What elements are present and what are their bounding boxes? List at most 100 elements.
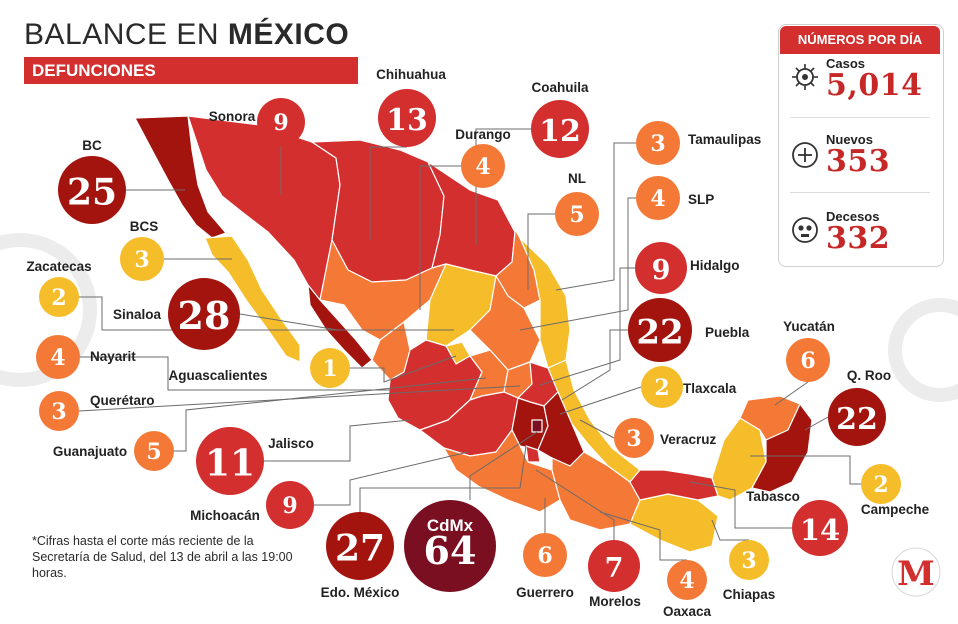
state-sinaloa bbox=[307, 284, 373, 369]
label-campeche: Campeche bbox=[861, 502, 930, 517]
stat-cases-value: 5,014 bbox=[826, 68, 923, 103]
title-light: BALANCE EN bbox=[24, 18, 228, 51]
value-veracruz: 3 bbox=[626, 426, 641, 452]
stat-separator bbox=[790, 192, 930, 193]
virus-icon bbox=[792, 64, 818, 90]
marker-puebla bbox=[628, 298, 692, 362]
value-tamaulipas: 3 bbox=[650, 131, 665, 157]
label-bc: BC bbox=[82, 138, 102, 153]
label-aguascalientes: Aguascalientes bbox=[168, 368, 267, 383]
label-q-roo: Q. Roo bbox=[847, 368, 891, 383]
marker-morelos bbox=[588, 540, 640, 592]
label-yucatan: Yucatán bbox=[783, 319, 835, 334]
label-guanajuato: Guanajuato bbox=[53, 444, 127, 459]
value-guanajuato: 5 bbox=[146, 439, 161, 465]
marker-bcs bbox=[120, 237, 164, 281]
label-chiapas: Chiapas bbox=[723, 587, 776, 602]
value-jalisco: 11 bbox=[205, 442, 255, 484]
leader-michoacan bbox=[314, 451, 469, 506]
marker-jalisco bbox=[196, 427, 264, 495]
marker-sinaloa bbox=[168, 278, 240, 350]
leader-durango bbox=[419, 165, 461, 310]
state-qroo bbox=[751, 403, 813, 493]
state-morelos bbox=[525, 445, 541, 463]
value-nl: 5 bbox=[569, 202, 584, 228]
marker-queretaro bbox=[39, 391, 79, 431]
value-slp: 4 bbox=[650, 186, 665, 212]
value-campeche: 2 bbox=[873, 472, 888, 498]
value-durango: 4 bbox=[475, 154, 490, 180]
leader-campeche bbox=[750, 455, 861, 485]
label-bcs: BCS bbox=[130, 219, 159, 234]
value-tlaxcala: 2 bbox=[654, 375, 669, 401]
label-oaxaca: Oaxaca bbox=[663, 604, 712, 619]
footnote: *Cifras hasta el corte más reciente de l… bbox=[32, 534, 293, 580]
label-edo-mexico: Edo. México bbox=[321, 585, 400, 600]
leader-jalisco bbox=[264, 419, 411, 462]
label-nl: NL bbox=[568, 171, 586, 186]
leader-sinaloa bbox=[239, 313, 339, 331]
leader-tlaxcala bbox=[559, 386, 642, 415]
label-jalisco: Jalisco bbox=[268, 436, 314, 451]
marker-sonora bbox=[257, 98, 305, 146]
leader-nayarit bbox=[80, 356, 390, 391]
value-zacatecas: 2 bbox=[51, 285, 66, 311]
milenio-logo: M bbox=[891, 547, 941, 597]
stat-new-value: 353 bbox=[826, 144, 891, 179]
marker-zacatecas bbox=[39, 277, 79, 317]
subtitle-bar bbox=[24, 57, 358, 84]
value-hidalgo: 9 bbox=[652, 255, 671, 286]
label-nayarit: Nayarit bbox=[90, 349, 136, 364]
label-puebla: Puebla bbox=[705, 325, 750, 340]
marker-tamaulipas bbox=[636, 121, 680, 165]
marker-tabasco bbox=[792, 500, 848, 556]
value-guerrero: 6 bbox=[537, 543, 552, 569]
leader-chiapas bbox=[711, 519, 749, 541]
value-morelos: 7 bbox=[605, 553, 624, 584]
leader-veracruz bbox=[579, 419, 615, 439]
value-tabasco: 14 bbox=[800, 513, 840, 547]
marker-chihuahua bbox=[378, 89, 436, 147]
state-tabasco bbox=[629, 469, 719, 501]
value-q-roo: 22 bbox=[836, 402, 878, 437]
value-coahuila: 12 bbox=[539, 114, 581, 149]
leader-coahuila bbox=[475, 128, 531, 245]
leader-puebla bbox=[561, 329, 628, 401]
label-veracruz: Veracruz bbox=[660, 432, 717, 447]
value-aguascalientes: 1 bbox=[322, 356, 337, 382]
label-guerrero: Guerrero bbox=[516, 585, 574, 600]
leader-q-roo bbox=[804, 416, 829, 431]
stat-new-label: Nuevos bbox=[826, 132, 873, 147]
mexico-map bbox=[134, 115, 813, 553]
stat-cases-label: Casos bbox=[826, 56, 866, 71]
value-puebla: 22 bbox=[636, 312, 683, 352]
virus-watermark-icon bbox=[0, 233, 958, 402]
marker-campeche bbox=[861, 464, 901, 504]
stat-deaths-value: 332 bbox=[826, 221, 891, 256]
value-chihuahua: 13 bbox=[386, 103, 428, 138]
value-sinaloa: 28 bbox=[178, 293, 231, 338]
marker-edo-mexico bbox=[326, 512, 394, 580]
leader-zacatecas bbox=[79, 296, 454, 331]
leader-queretaro bbox=[78, 385, 521, 412]
marker-oaxaca bbox=[667, 560, 707, 600]
marker-cdmx bbox=[404, 500, 496, 592]
marker-tlaxcala bbox=[641, 366, 683, 408]
leader-tabasco bbox=[689, 481, 792, 529]
plus-circle-icon bbox=[792, 142, 818, 168]
leader-cdmx bbox=[469, 431, 538, 500]
value-sonora: 9 bbox=[273, 110, 288, 136]
value-michoacan: 9 bbox=[282, 493, 297, 519]
state-chiapas bbox=[629, 493, 719, 553]
label-durango: Durango bbox=[455, 127, 511, 142]
title-bold: MÉXICO bbox=[227, 18, 350, 51]
marker-yucatan bbox=[786, 338, 830, 382]
value-oaxaca: 4 bbox=[679, 568, 694, 594]
label-coahuila: Coahuila bbox=[531, 80, 588, 95]
leader-chihuahua bbox=[369, 146, 407, 240]
leader-tamaulipas bbox=[555, 142, 636, 291]
value-nayarit: 4 bbox=[50, 345, 65, 371]
daily-stats-title: NÚMEROS POR DÍA bbox=[797, 32, 923, 47]
label-tamaulipas: Tamaulipas bbox=[688, 132, 761, 147]
